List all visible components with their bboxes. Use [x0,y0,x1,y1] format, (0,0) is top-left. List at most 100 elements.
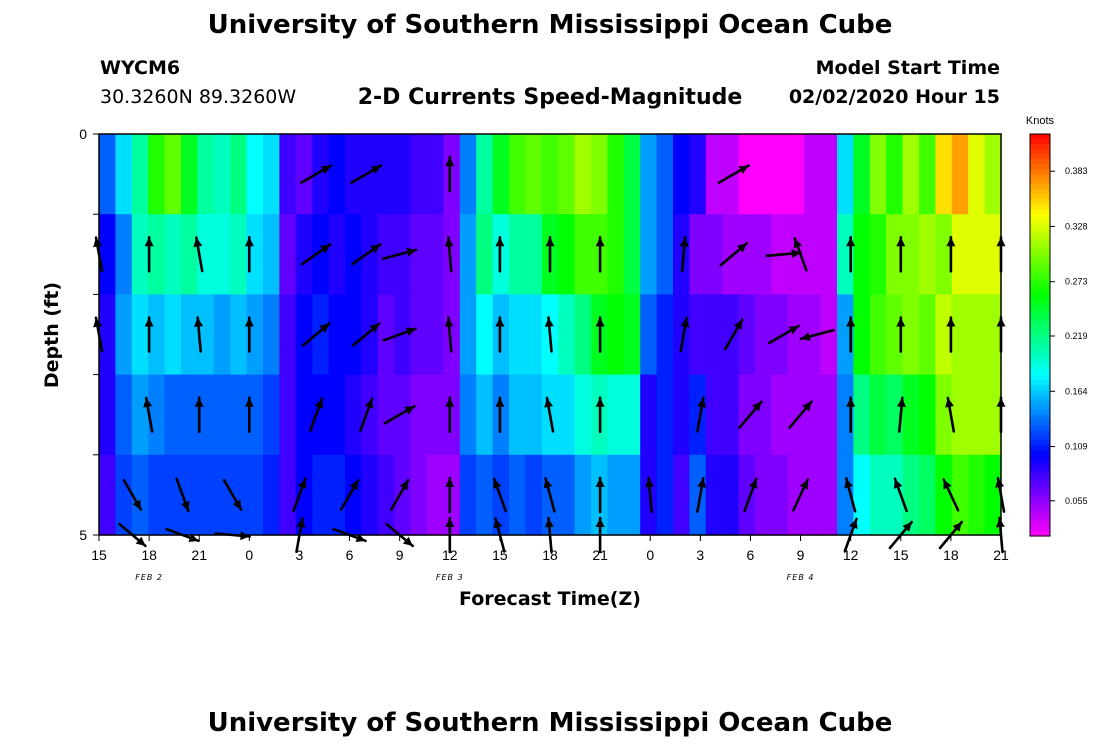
heatmap-cell [771,374,789,456]
heatmap-cell [427,134,444,215]
current-arrow-head [232,499,242,510]
heatmap-cell [345,454,362,536]
colorbar: Knots 0.383 0.328 0.273 0.219 0.164 0.109 0.055 [1026,115,1088,537]
colorbar-swatch [1030,430,1050,437]
colorbar-swatch [1030,465,1050,472]
heatmap-cell [804,214,822,295]
current-arrow [896,396,906,433]
current-arrow [495,316,505,353]
heatmap-cell [919,374,936,456]
heatmap-cell [673,294,690,376]
colorbar-swatch [1030,435,1050,442]
heatmap-cell [738,214,756,295]
heatmap-cell [181,374,198,456]
heatmap-cell [295,454,313,536]
current-arrow [545,236,555,273]
colorbar-tick-label: 0.219 [1065,331,1088,341]
heatmap-cell [164,454,182,536]
heatmap-cell [99,134,116,215]
heatmap-cell [443,134,461,215]
x-tick-label: 9 [797,547,805,563]
colorbar-swatch [1030,360,1050,366]
heatmap-cell [427,454,444,536]
current-arrow [846,236,856,273]
x-tick-label: 3 [296,547,304,563]
heatmap-cell [886,214,904,295]
colorbar-tick-label: 0.109 [1065,442,1088,452]
current-arrow [788,400,813,430]
current-arrow-head [320,244,331,254]
heatmap-cell [886,134,904,215]
current-arrow-head [595,397,605,407]
heatmap-cell [558,134,576,215]
colorbar-swatch [1030,495,1050,502]
current-arrow [543,477,556,513]
heatmap-cell [853,294,871,376]
current-arrow-head [132,499,141,510]
colorbar-swatch [1030,395,1050,401]
current-arrow-head [595,237,605,247]
heatmap-cell [361,294,379,376]
current-arrow-head [800,332,811,341]
heatmap-cell [246,294,264,376]
heatmap-cell [197,374,215,456]
heatmap-cell [607,134,625,215]
heatmap-cell [771,294,789,376]
current-arrow [679,236,689,273]
current-arrow [444,236,454,273]
heatmap-cell [509,374,526,456]
current-arrow-head [194,397,204,407]
current-arrow [846,396,856,434]
colorbar-swatch [1030,269,1050,276]
x-tick-label: 18 [141,547,157,563]
heatmap-cell [984,454,1002,536]
current-arrow [942,478,960,512]
heatmap-cell [869,134,887,215]
heatmap-cell [574,454,592,536]
current-arrow-head [296,518,306,528]
heatmap-cell [230,454,248,536]
heatmap-cell [459,374,477,456]
heatmap-cell [213,214,231,295]
current-arrow-head [945,397,954,408]
current-arrow-head [844,478,853,489]
current-arrow [896,316,906,353]
current-arrow [946,236,956,273]
heatmap-cell [951,374,969,456]
heatmap-cell [771,134,789,215]
heatmap-cell [902,454,920,536]
current-arrow [359,397,374,433]
current-arrow [244,316,254,353]
current-arrow [350,243,382,266]
current-arrow-head [194,317,204,327]
heatmap-cell [623,454,641,536]
heatmap-cell [263,374,280,456]
heatmap-cell [148,454,166,536]
y-tick-label: 0 [79,126,87,142]
heatmap-cell [148,214,166,295]
current-arrow [792,478,810,512]
heatmap-cell [459,214,477,295]
current-arrow [350,164,383,184]
heatmap-cell [459,134,477,215]
heatmap-cell [738,134,756,215]
heatmap-cell [853,134,871,215]
colorbar-swatch [1030,244,1050,251]
current-arrow-head [297,478,307,489]
current-arrow-head [244,237,254,247]
current-arrow-head [495,317,505,327]
colorbar-swatch [1030,284,1050,291]
colorbar-swatch [1030,304,1050,311]
heatmap-cell [738,374,756,456]
colorbar-swatch [1030,445,1050,452]
current-arrow-head [144,237,154,247]
colorbar-swatch [1030,355,1050,361]
heatmap-cell [968,294,986,376]
colorbar-swatch [1030,229,1050,236]
heatmap-cell [968,134,986,215]
x-tick-label: 0 [245,547,253,563]
colorbar-swatch [1030,455,1050,462]
heatmap-cell [148,134,166,215]
heatmap-cell [263,214,280,295]
heatmap-cell [902,214,920,295]
